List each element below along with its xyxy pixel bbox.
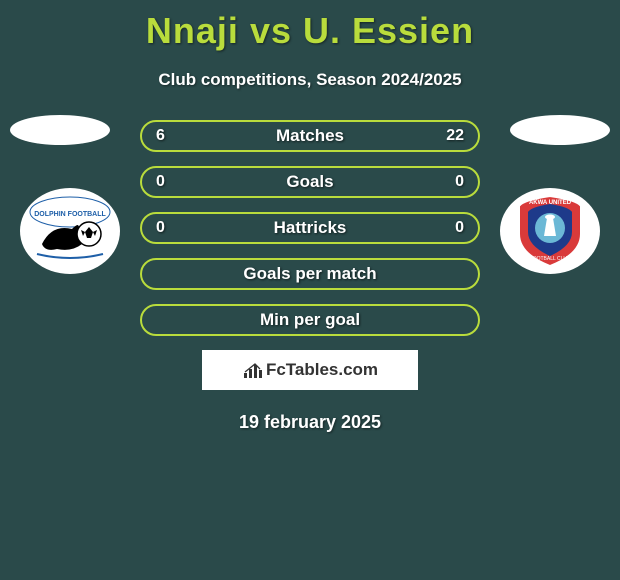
- comparison-body: DOLPHIN FOOTBALL AKWA UNITED FOOTBALL CL…: [0, 120, 620, 433]
- vs-separator: vs: [250, 10, 292, 51]
- stat-label: Min per goal: [260, 310, 360, 330]
- stat-label: Matches: [276, 126, 344, 146]
- akwa-united-logo-icon: AKWA UNITED FOOTBALL CLUB: [500, 188, 600, 274]
- stat-left-value: 0: [156, 219, 186, 237]
- stat-row-goals: 0 Goals 0: [140, 166, 480, 198]
- comparison-title: Nnaji vs U. Essien: [0, 0, 620, 52]
- player1-name: Nnaji: [146, 10, 239, 51]
- stat-row-hattricks: 0 Hattricks 0: [140, 212, 480, 244]
- stat-right-value: 0: [434, 219, 464, 237]
- watermark-text: FcTables.com: [266, 360, 378, 380]
- player1-photo-placeholder: [10, 115, 110, 145]
- stats-table: 6 Matches 22 0 Goals 0 0 Hattricks 0 Goa…: [140, 120, 480, 336]
- stat-right-value: 0: [434, 173, 464, 191]
- svg-text:AKWA UNITED: AKWA UNITED: [529, 200, 572, 206]
- stat-label: Hattricks: [274, 218, 347, 238]
- stat-row-min-per-goal: Min per goal: [140, 304, 480, 336]
- player2-club-badge: AKWA UNITED FOOTBALL CLUB: [500, 188, 600, 274]
- svg-text:FOOTBALL CLUB: FOOTBALL CLUB: [530, 256, 571, 262]
- stat-label: Goals: [286, 172, 333, 192]
- date-label: 19 february 2025: [0, 412, 620, 433]
- player1-club-badge: DOLPHIN FOOTBALL: [20, 188, 120, 274]
- watermark: FcTables.com: [202, 350, 418, 390]
- stat-label: Goals per match: [243, 264, 376, 284]
- stat-row-goals-per-match: Goals per match: [140, 258, 480, 290]
- stat-row-matches: 6 Matches 22: [140, 120, 480, 152]
- svg-text:DOLPHIN FOOTBALL: DOLPHIN FOOTBALL: [34, 211, 106, 218]
- bar-chart-icon: [242, 361, 264, 379]
- subtitle: Club competitions, Season 2024/2025: [0, 70, 620, 90]
- dolphin-fc-logo-icon: DOLPHIN FOOTBALL: [20, 188, 120, 274]
- player2-photo-placeholder: [510, 115, 610, 145]
- stat-left-value: 0: [156, 173, 186, 191]
- stat-left-value: 6: [156, 127, 186, 145]
- player2-name: U. Essien: [303, 10, 474, 51]
- stat-right-value: 22: [434, 127, 464, 145]
